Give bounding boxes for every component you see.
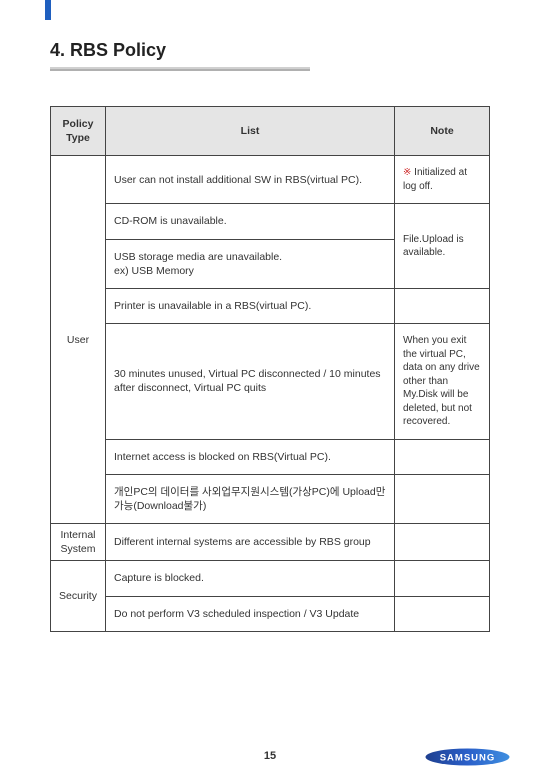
list-cell: 30 minutes unused, Virtual PC disconnect… xyxy=(106,324,395,440)
table-row: Printer is unavailable in a RBS(virtual … xyxy=(51,288,490,323)
list-cell: 개인PC의 데이터를 사외업무지원시스템(가상PC)에 Upload만 가능(D… xyxy=(106,474,395,523)
table-row: Security Capture is blocked. xyxy=(51,561,490,596)
page-number: 15 xyxy=(264,750,276,762)
type-cell-security: Security xyxy=(51,561,106,631)
table-row: User User can not install additional SW … xyxy=(51,156,490,204)
list-cell: CD-ROM is unavailable. xyxy=(106,204,395,239)
list-cell: Internet access is blocked on RBS(Virtua… xyxy=(106,439,395,474)
title-section: 4. RBS Policy xyxy=(50,40,490,71)
header-list: List xyxy=(106,107,395,156)
note-cell: When you exit the virtual PC, data on an… xyxy=(395,324,490,440)
header-policy-type: Policy Type xyxy=(51,107,106,156)
title-underline xyxy=(50,67,310,71)
note-cell xyxy=(395,561,490,596)
table-row: Do not perform V3 scheduled inspection /… xyxy=(51,596,490,631)
list-cell: Different internal systems are accessibl… xyxy=(106,524,395,561)
logo-text: SAMSUNG xyxy=(440,753,496,764)
list-cell: Capture is blocked. xyxy=(106,561,395,596)
list-cell: Do not perform V3 scheduled inspection /… xyxy=(106,596,395,631)
note-mark: ※ xyxy=(403,167,414,178)
table-row: 개인PC의 데이터를 사외업무지원시스템(가상PC)에 Upload만 가능(D… xyxy=(51,474,490,523)
type-cell-internal: Internal System xyxy=(51,524,106,561)
note-cell: File.Upload is available. xyxy=(395,204,490,289)
table-row: 30 minutes unused, Virtual PC disconnect… xyxy=(51,324,490,440)
table-header-row: Policy Type List Note xyxy=(51,107,490,156)
note-cell xyxy=(395,439,490,474)
list-cell: USB storage media are unavailable. ex) U… xyxy=(106,239,395,288)
list-cell: User can not install additional SW in RB… xyxy=(106,156,395,204)
page-content: 4. RBS Policy Policy Type List Note User xyxy=(0,0,540,632)
top-accent-bar xyxy=(45,0,51,20)
policy-table-container: Policy Type List Note User User can not … xyxy=(50,106,490,632)
note-cell xyxy=(395,524,490,561)
table-row: Internal System Different internal syste… xyxy=(51,524,490,561)
note-cell xyxy=(395,596,490,631)
policy-table: Policy Type List Note User User can not … xyxy=(50,106,490,632)
list-cell: Printer is unavailable in a RBS(virtual … xyxy=(106,288,395,323)
samsung-logo: SAMSUNG xyxy=(425,748,510,766)
header-note: Note xyxy=(395,107,490,156)
table-row: Internet access is blocked on RBS(Virtua… xyxy=(51,439,490,474)
note-cell: ※ Initialized at log off. xyxy=(395,156,490,204)
page-title: 4. RBS Policy xyxy=(50,40,490,61)
note-cell xyxy=(395,474,490,523)
table-row: CD-ROM is unavailable. File.Upload is av… xyxy=(51,204,490,239)
type-cell-user: User xyxy=(51,156,106,524)
note-cell xyxy=(395,288,490,323)
